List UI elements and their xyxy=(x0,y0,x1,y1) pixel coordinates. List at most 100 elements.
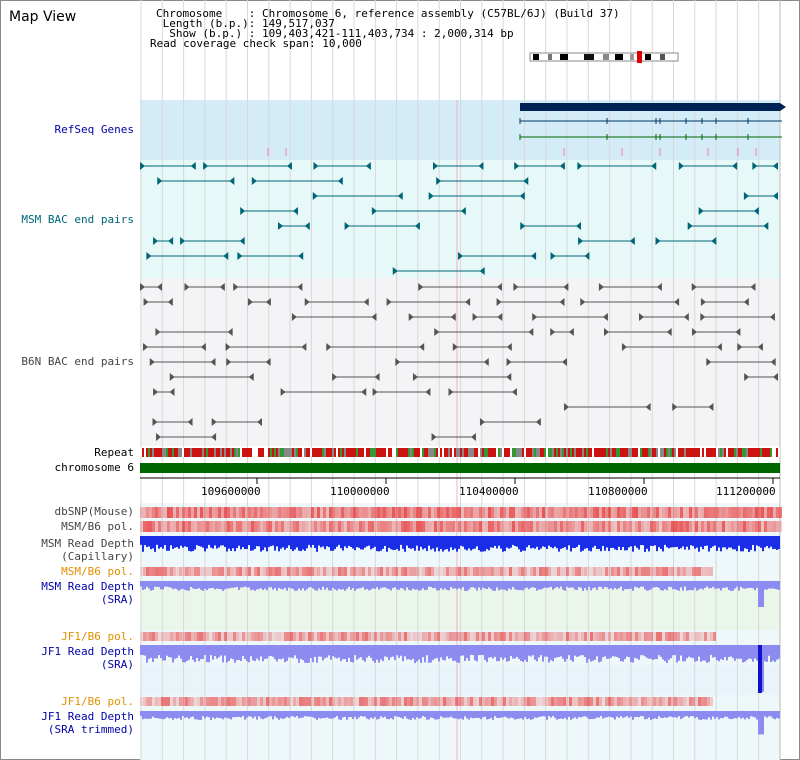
track-label-jf1-b6-pol-2[interactable]: JF1/B6 pol. xyxy=(61,695,134,708)
msm-capillary-depth xyxy=(348,536,350,546)
repeat-segment xyxy=(384,448,386,457)
msm-b6-pol-heat xyxy=(182,521,185,532)
jf1-b6-pol-2-heat xyxy=(668,697,671,706)
track-label-refseq[interactable]: RefSeq Genes xyxy=(54,123,134,136)
msm-sra-depth xyxy=(580,581,582,588)
b6n-bac-end xyxy=(280,388,286,396)
dbsnp-heat xyxy=(563,507,566,518)
track-label-repeat[interactable]: Repeat xyxy=(94,446,134,459)
msm-sra-depth xyxy=(222,581,224,591)
jf1-sra-depth xyxy=(650,645,652,659)
repeat-segment xyxy=(572,448,574,457)
chromosome-key: Chromosome xyxy=(156,7,249,20)
repeat-segment xyxy=(580,448,582,457)
jf1-b6-pol-heat xyxy=(422,632,425,641)
track-label-msm-b6-pol[interactable]: MSM/B6 pol. xyxy=(61,520,134,533)
msm-bac-end xyxy=(428,192,434,200)
jf1-trimmed-depth xyxy=(380,711,382,717)
jf1-b6-pol-2-heat xyxy=(416,697,419,706)
jf1-b6-pol-heat xyxy=(602,632,605,641)
jf1-b6-pol-2-heat xyxy=(386,697,389,706)
jf1-trimmed-depth xyxy=(624,711,626,718)
msm-b6-pol-sra-heat xyxy=(473,567,476,576)
msm-capillary-depth xyxy=(330,536,332,551)
track-label-msm-b6-pol-sra[interactable]: MSM/B6 pol. xyxy=(61,565,134,578)
msm-sra-depth xyxy=(306,581,308,590)
repeat-segment xyxy=(280,448,282,457)
msm-capillary-depth xyxy=(310,536,312,548)
msm-b6-pol-sra-heat xyxy=(353,567,356,576)
jf1-b6-pol-2-heat xyxy=(149,697,152,706)
msm-b6-pol-sra-heat xyxy=(626,567,629,576)
msm-capillary-depth xyxy=(186,536,188,548)
jf1-trimmed-depth xyxy=(222,711,224,720)
msm-capillary-depth xyxy=(368,536,370,546)
repeat-segment xyxy=(720,448,722,457)
jf1-trimmed-depth xyxy=(726,711,728,717)
dbsnp-heat xyxy=(404,507,407,518)
show-value: : 109,403,421-111,403,734 : 2,000,314 bp xyxy=(248,27,514,40)
jf1-b6-pol-2-heat xyxy=(569,697,572,706)
jf1-sra-depth xyxy=(572,645,574,662)
repeat-segment xyxy=(224,448,226,457)
msm-b6-pol-heat xyxy=(548,521,551,532)
msm-capillary-depth xyxy=(476,536,478,547)
msm-bac-end xyxy=(304,222,310,230)
msm-bac-end xyxy=(157,177,163,185)
msm-capillary-depth xyxy=(510,536,512,548)
jf1-sra-depth xyxy=(776,645,778,660)
jf1-trimmed-depth xyxy=(586,711,588,718)
jf1-trimmed-depth xyxy=(328,711,330,719)
msm-capillary-depth xyxy=(272,536,274,546)
msm-capillary-depth xyxy=(652,536,654,547)
track-label-jf1-depth-sra[interactable]: JF1 Read Depth xyxy=(41,645,134,658)
track-label-msm-depth-sra[interactable]: MSM Read Depth xyxy=(41,580,134,593)
msm-sra-depth xyxy=(426,581,428,590)
msm-capillary-depth xyxy=(404,536,406,552)
msm-sra-depth xyxy=(560,581,562,587)
track-label-jf1-depth-trimmed[interactable]: JF1 Read Depth xyxy=(41,710,134,723)
repeat-segment xyxy=(602,448,604,457)
msm-b6-pol-sra-heat xyxy=(230,567,233,576)
jf1-trimmed-depth xyxy=(408,711,410,720)
b6n-bac-end xyxy=(408,313,414,321)
dbsnp-heat xyxy=(518,507,521,518)
jf1-sra-depth xyxy=(584,645,586,658)
b6n-bac-end xyxy=(621,343,627,351)
track-label-msm-depth-capillary[interactable]: MSM Read Depth xyxy=(41,537,134,550)
repeat-segment xyxy=(500,448,502,457)
jf1-b6-pol-2-heat xyxy=(578,697,581,706)
msm-bac-end xyxy=(479,267,485,275)
msm-sra-depth xyxy=(614,581,616,588)
repeat-segment xyxy=(340,448,342,457)
msm-capillary-depth xyxy=(492,536,494,548)
jf1-sra-depth xyxy=(738,645,740,659)
b6n-bac-end xyxy=(535,418,541,426)
jf1-trimmed-depth xyxy=(694,711,696,719)
jf1-trimmed-depth xyxy=(672,711,674,718)
track-label-dbsnp[interactable]: dbSNP(Mouse) xyxy=(54,505,134,518)
jf1-trimmed-depth xyxy=(674,711,676,718)
msm-sra-depth xyxy=(220,581,222,590)
track-label-msm-bac[interactable]: MSM BAC end pairs xyxy=(21,213,134,226)
msm-capillary-depth xyxy=(308,536,310,545)
b6n-bac-end xyxy=(434,328,440,336)
track-label-chromosome[interactable]: chromosome 6 xyxy=(54,461,134,474)
dbsnp-heat xyxy=(413,507,416,518)
msm-sra-depth xyxy=(286,581,288,591)
dbsnp-heat xyxy=(290,507,293,518)
msm-b6-pol-heat xyxy=(233,521,236,532)
msm-b6-pol-heat xyxy=(215,521,218,532)
repeat-segment xyxy=(564,448,566,457)
repeat-segment xyxy=(488,448,490,457)
track-label-jf1-b6-pol[interactable]: JF1/B6 pol. xyxy=(61,630,134,643)
track-label-b6n-bac[interactable]: B6N BAC end pairs xyxy=(21,355,134,368)
jf1-trimmed-depth xyxy=(748,711,750,720)
repeat-segment xyxy=(258,448,260,457)
msm-capillary-depth xyxy=(506,536,508,548)
jf1-sra-depth xyxy=(366,645,368,658)
msm-b6-pol-heat xyxy=(329,521,332,532)
msm-b6-pol-sra-heat xyxy=(350,567,353,576)
repeat-segment xyxy=(514,448,516,457)
